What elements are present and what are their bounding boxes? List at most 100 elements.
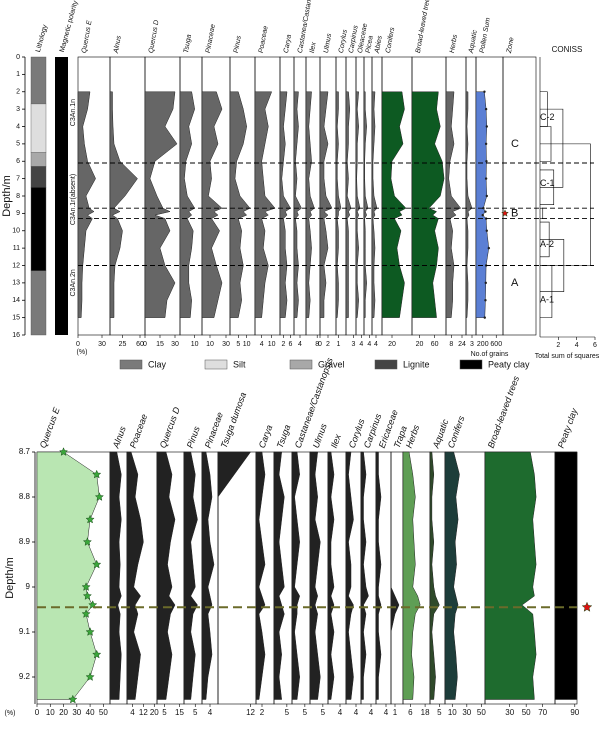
x-tick-label: 10 bbox=[46, 708, 55, 717]
column-header: Tsuga dumosa bbox=[219, 391, 248, 450]
x-tick-label: 30 bbox=[72, 708, 81, 717]
x-tick-label: 0 bbox=[76, 341, 80, 348]
pollen-area bbox=[345, 451, 354, 700]
x-tick-label: 10 bbox=[448, 708, 457, 717]
y-tick-label: 8.8 bbox=[19, 492, 31, 501]
pollen-area bbox=[381, 91, 407, 318]
data-point bbox=[485, 125, 488, 128]
x-tick-label: 3 bbox=[352, 341, 356, 348]
pollen-area bbox=[201, 91, 223, 318]
data-point bbox=[482, 206, 485, 210]
y-tick-label: 9 bbox=[26, 582, 31, 591]
zone-label: A bbox=[511, 277, 519, 289]
coniss-title: CONISS bbox=[552, 45, 583, 54]
x-tick-label: 5 bbox=[285, 708, 290, 717]
y-tick-label: 8.9 bbox=[19, 537, 31, 546]
pollen-area bbox=[229, 91, 251, 318]
polarity-label: C3An.1r(absent) bbox=[70, 174, 77, 225]
pollen-area bbox=[291, 451, 300, 700]
x-tick-label: 2 bbox=[556, 342, 560, 349]
data-point bbox=[82, 591, 93, 600]
column-header: Poaceae bbox=[128, 413, 150, 450]
column-header: Tsuga bbox=[275, 423, 293, 449]
y-tick-label: 1 bbox=[16, 71, 20, 78]
x-tick-label: 0 bbox=[35, 708, 40, 717]
zone-label: C bbox=[511, 138, 519, 150]
legend-label: Silt bbox=[233, 359, 246, 369]
pollen-area bbox=[429, 451, 440, 700]
x-tick-label: 4 bbox=[338, 708, 343, 717]
data-point bbox=[92, 559, 102, 569]
data-point bbox=[85, 672, 95, 681]
dendrogram-node bbox=[540, 207, 544, 219]
pollen-area bbox=[390, 452, 400, 700]
polarity-title: Magnetic polarity bbox=[59, 0, 80, 53]
pollen-area bbox=[179, 91, 196, 318]
legend-swatch bbox=[459, 359, 483, 370]
data-point bbox=[92, 469, 102, 479]
pollen-area bbox=[156, 451, 176, 700]
data-point bbox=[483, 316, 486, 319]
column-frame bbox=[217, 451, 257, 705]
x-tick-label: 12 bbox=[246, 708, 255, 717]
x-tick-label: 2 bbox=[260, 708, 265, 717]
pollen-area bbox=[319, 91, 333, 318]
y-tick-label: 8 bbox=[16, 193, 20, 200]
x-tick-label: 30 bbox=[462, 708, 471, 717]
data-point bbox=[484, 177, 488, 180]
pollen-area bbox=[465, 91, 473, 318]
x-tick-label: 50 bbox=[99, 708, 108, 717]
x-tick-label: 10 bbox=[191, 341, 199, 348]
y-tick-label: 9.2 bbox=[19, 672, 31, 681]
pollen-area bbox=[279, 91, 291, 318]
legend-swatch bbox=[204, 359, 228, 370]
legend-label: Lignite bbox=[403, 359, 430, 369]
column-header: Herbs bbox=[449, 34, 459, 54]
y-tick-label: 2 bbox=[16, 89, 20, 96]
polarity-label: C3An.2n bbox=[70, 269, 77, 296]
y-tick-label: 12 bbox=[12, 262, 20, 269]
data-point bbox=[485, 194, 488, 198]
event-marker bbox=[501, 209, 509, 217]
polarity-bar bbox=[55, 57, 68, 335]
x-tick-label: 40 bbox=[86, 708, 95, 717]
x-tick-label: 0 bbox=[143, 341, 147, 348]
column-header: Tsuga bbox=[183, 34, 193, 54]
column-header: Quercus D bbox=[158, 405, 182, 449]
data-point bbox=[81, 609, 91, 618]
legend-label: Clay bbox=[148, 359, 167, 369]
column-header: Pollen Sum bbox=[479, 17, 492, 54]
y-tick-label: 13 bbox=[12, 280, 20, 287]
x-tick-label: 30 bbox=[171, 341, 179, 348]
x-tick-label: 200 bbox=[477, 341, 489, 348]
x-tick-label: 1 bbox=[393, 708, 398, 717]
x-tick-label: 4 bbox=[384, 708, 389, 717]
y-axis-label: Depth/m bbox=[1, 175, 13, 217]
x-tick-label: 20 bbox=[416, 341, 424, 348]
x-tick-label: 20 bbox=[150, 708, 159, 717]
lithology-layer bbox=[30, 56, 47, 105]
column-header: Quercus D bbox=[148, 19, 161, 53]
subzone-label: A-1 bbox=[540, 295, 554, 305]
pollen-area bbox=[201, 451, 215, 700]
x-tick-label: 4 bbox=[369, 708, 374, 717]
column-header: Ulmus bbox=[311, 422, 329, 450]
x-tick-label: 6 bbox=[408, 708, 413, 717]
dendrogram-node bbox=[540, 108, 564, 188]
column-header: Alnus bbox=[110, 424, 128, 450]
column-header: Conifers bbox=[385, 26, 397, 53]
pollen-area bbox=[36, 451, 100, 700]
subzone-label: A-2 bbox=[540, 239, 554, 249]
y-tick-label: 5 bbox=[16, 141, 20, 148]
x-tick-label: 2 bbox=[326, 341, 330, 348]
pollen-area bbox=[335, 91, 342, 318]
x-unit: (%) bbox=[77, 349, 88, 356]
x-tick-label: 15 bbox=[175, 708, 184, 717]
column-header: Pinus bbox=[233, 35, 243, 54]
y-tick-label: 4 bbox=[16, 123, 20, 130]
pollen-area bbox=[293, 91, 302, 318]
x-tick-label: 8 bbox=[449, 341, 453, 348]
x-tick-label: 6 bbox=[289, 341, 293, 348]
column-header: Broad-leaved trees bbox=[415, 0, 432, 54]
